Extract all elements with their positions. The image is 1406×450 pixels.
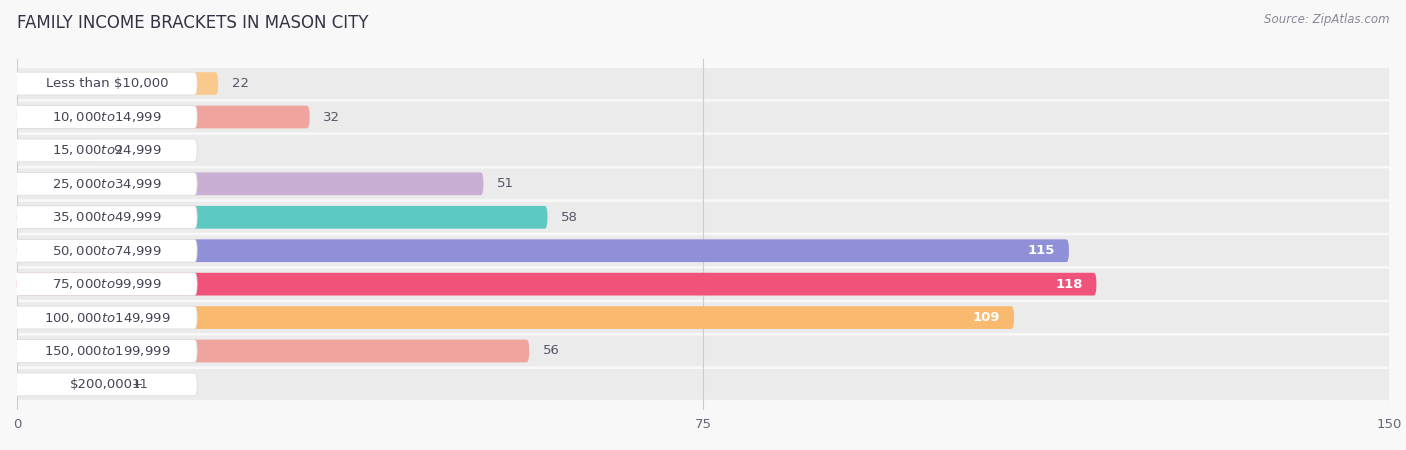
FancyBboxPatch shape <box>10 239 197 262</box>
FancyBboxPatch shape <box>17 139 100 162</box>
FancyBboxPatch shape <box>10 172 197 195</box>
Text: 11: 11 <box>131 378 148 391</box>
FancyBboxPatch shape <box>13 269 1393 300</box>
FancyBboxPatch shape <box>17 239 1069 262</box>
Text: 22: 22 <box>232 77 249 90</box>
FancyBboxPatch shape <box>17 340 529 362</box>
Text: $200,000+: $200,000+ <box>70 378 143 391</box>
Text: $35,000 to $49,999: $35,000 to $49,999 <box>52 210 162 224</box>
FancyBboxPatch shape <box>17 306 1014 329</box>
FancyBboxPatch shape <box>17 106 309 128</box>
Text: $10,000 to $14,999: $10,000 to $14,999 <box>52 110 162 124</box>
FancyBboxPatch shape <box>17 72 218 95</box>
FancyBboxPatch shape <box>10 273 197 296</box>
Text: $75,000 to $99,999: $75,000 to $99,999 <box>52 277 162 291</box>
FancyBboxPatch shape <box>13 369 1393 400</box>
Text: $100,000 to $149,999: $100,000 to $149,999 <box>44 310 170 324</box>
FancyBboxPatch shape <box>10 139 197 162</box>
Text: 58: 58 <box>561 211 578 224</box>
FancyBboxPatch shape <box>13 168 1393 199</box>
FancyBboxPatch shape <box>10 373 197 396</box>
Text: 118: 118 <box>1054 278 1083 291</box>
FancyBboxPatch shape <box>17 172 484 195</box>
FancyBboxPatch shape <box>17 206 547 229</box>
FancyBboxPatch shape <box>10 340 197 362</box>
Text: 109: 109 <box>973 311 1000 324</box>
FancyBboxPatch shape <box>17 373 118 396</box>
Text: 32: 32 <box>323 111 340 123</box>
FancyBboxPatch shape <box>13 68 1393 99</box>
FancyBboxPatch shape <box>10 206 197 229</box>
Text: 9: 9 <box>112 144 121 157</box>
Text: Less than $10,000: Less than $10,000 <box>46 77 169 90</box>
FancyBboxPatch shape <box>13 102 1393 132</box>
Text: $50,000 to $74,999: $50,000 to $74,999 <box>52 244 162 258</box>
Text: 56: 56 <box>543 345 560 357</box>
Text: 51: 51 <box>498 177 515 190</box>
FancyBboxPatch shape <box>10 72 197 95</box>
FancyBboxPatch shape <box>13 135 1393 166</box>
FancyBboxPatch shape <box>13 302 1393 333</box>
Text: $15,000 to $24,999: $15,000 to $24,999 <box>52 144 162 158</box>
Text: 115: 115 <box>1028 244 1056 257</box>
FancyBboxPatch shape <box>17 273 1097 296</box>
Text: $25,000 to $34,999: $25,000 to $34,999 <box>52 177 162 191</box>
FancyBboxPatch shape <box>10 306 197 329</box>
Text: $150,000 to $199,999: $150,000 to $199,999 <box>44 344 170 358</box>
FancyBboxPatch shape <box>10 106 197 128</box>
Text: Source: ZipAtlas.com: Source: ZipAtlas.com <box>1264 14 1389 27</box>
FancyBboxPatch shape <box>13 235 1393 266</box>
FancyBboxPatch shape <box>13 202 1393 233</box>
Text: FAMILY INCOME BRACKETS IN MASON CITY: FAMILY INCOME BRACKETS IN MASON CITY <box>17 14 368 32</box>
FancyBboxPatch shape <box>13 336 1393 366</box>
